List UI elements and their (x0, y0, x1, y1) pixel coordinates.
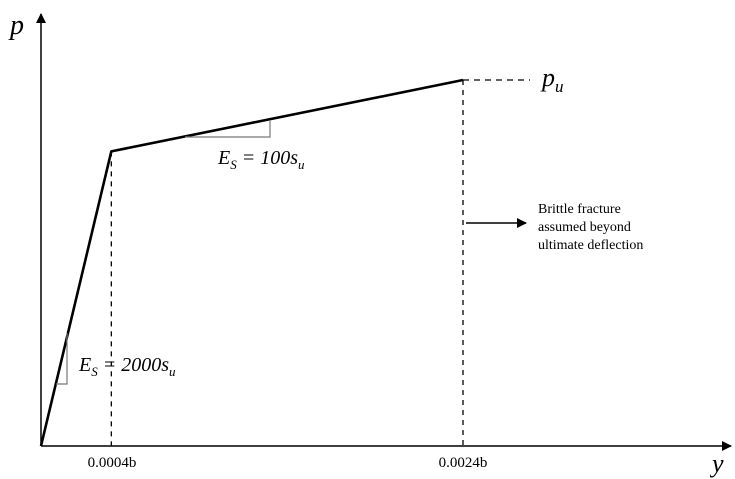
pu-label: pu (540, 63, 564, 96)
x-tick-label-0024b: 0.0024b (439, 455, 488, 471)
slope-label-initial: ES = 2000su (78, 354, 176, 379)
slope-triangle-second (185, 121, 271, 138)
fracture-note-line-2: assumed beyond (538, 220, 631, 235)
x-tick-label-0004b: 0.0004b (88, 455, 137, 471)
fracture-note-line-1: Brittle fracture (538, 202, 621, 217)
slope-triangle-initial (56, 333, 68, 385)
x-axis-label: y (709, 449, 724, 478)
slope-label-second: ES = 100su (217, 147, 305, 172)
fracture-note-line-3: ultimate deflection (538, 238, 643, 253)
y-axis-label: p (8, 10, 24, 41)
series-line-pu-y (39, 78, 464, 447)
